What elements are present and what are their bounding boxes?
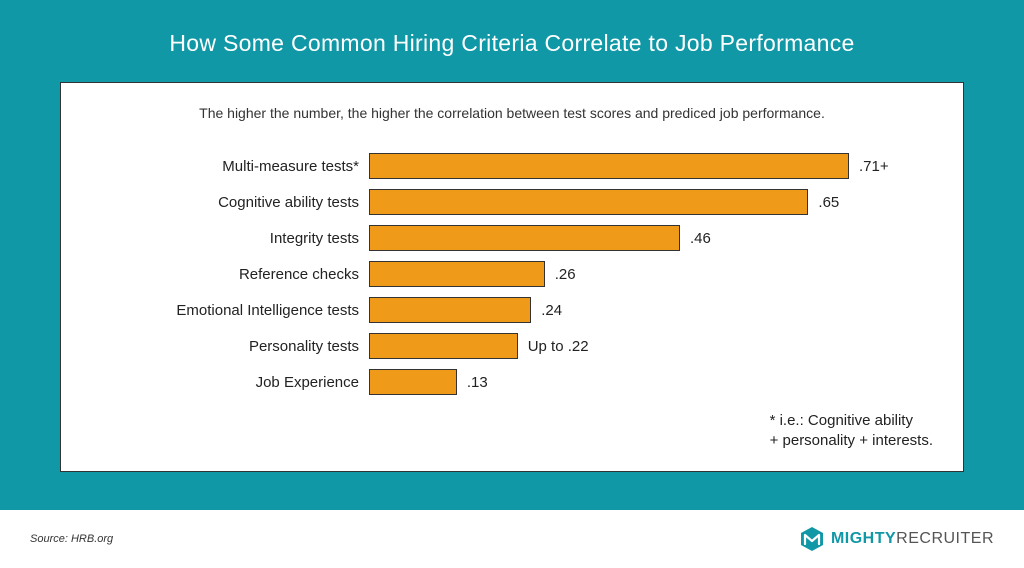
bar-label: Cognitive ability tests bbox=[89, 194, 369, 211]
logo-icon bbox=[799, 526, 825, 552]
bar-track: .46 bbox=[369, 225, 935, 251]
bar-track: Up to .22 bbox=[369, 333, 935, 359]
bar-fill bbox=[369, 297, 531, 323]
bar-row: Integrity tests .46 bbox=[89, 221, 935, 255]
chart-title: How Some Common Hiring Criteria Correlat… bbox=[60, 30, 964, 57]
footnote-line-2: + personality + interests. bbox=[770, 431, 933, 451]
bar-track: .26 bbox=[369, 261, 935, 287]
bar-row: Reference checks .26 bbox=[89, 257, 935, 291]
footnote-line-1: * i.e.: Cognitive ability bbox=[770, 411, 933, 431]
bar-value: .24 bbox=[541, 302, 562, 319]
bar-fill bbox=[369, 369, 457, 395]
logo-text-bold: MIGHTY bbox=[831, 530, 896, 547]
logo-text: MIGHTYRECRUITER bbox=[831, 530, 994, 548]
bar-fill bbox=[369, 189, 808, 215]
bar-value: .65 bbox=[818, 194, 839, 211]
brand-logo: MIGHTYRECRUITER bbox=[799, 526, 994, 552]
bar-label: Emotional Intelligence tests bbox=[89, 302, 369, 319]
bar-label: Personality tests bbox=[89, 338, 369, 355]
source-text: Source: HRB.org bbox=[30, 533, 113, 545]
bar-track: .65 bbox=[369, 189, 935, 215]
bar-track: .24 bbox=[369, 297, 935, 323]
bar-row: Multi-measure tests* .71+ bbox=[89, 149, 935, 183]
bar-row: Job Experience .13 bbox=[89, 365, 935, 399]
bar-label: Multi-measure tests* bbox=[89, 158, 369, 175]
bar-label: Job Experience bbox=[89, 374, 369, 391]
bar-fill bbox=[369, 261, 545, 287]
outer-frame: How Some Common Hiring Criteria Correlat… bbox=[0, 0, 1024, 510]
bar-fill bbox=[369, 225, 680, 251]
bar-label: Reference checks bbox=[89, 266, 369, 283]
bar-row: Emotional Intelligence tests .24 bbox=[89, 293, 935, 327]
chart-panel: The higher the number, the higher the co… bbox=[60, 82, 964, 472]
chart-subtitle: The higher the number, the higher the co… bbox=[89, 105, 935, 121]
bar-value: .46 bbox=[690, 230, 711, 247]
bar-value: .13 bbox=[467, 374, 488, 391]
footnote: * i.e.: Cognitive ability + personality … bbox=[770, 411, 933, 452]
bar-track: .71+ bbox=[369, 153, 935, 179]
bar-row: Cognitive ability tests .65 bbox=[89, 185, 935, 219]
bars-area: Multi-measure tests* .71+ Cognitive abilit… bbox=[89, 149, 935, 399]
logo-text-thin: RECRUITER bbox=[896, 530, 994, 547]
bar-label: Integrity tests bbox=[89, 230, 369, 247]
bar-value: .71+ bbox=[859, 158, 889, 175]
bar-fill bbox=[369, 333, 518, 359]
bar-value: Up to .22 bbox=[528, 338, 589, 355]
bottom-strip: Source: HRB.org MIGHTYRECRUITER bbox=[0, 510, 1024, 568]
bar-track: .13 bbox=[369, 369, 935, 395]
bar-row: Personality tests Up to .22 bbox=[89, 329, 935, 363]
bar-value: .26 bbox=[555, 266, 576, 283]
bar-fill bbox=[369, 153, 849, 179]
